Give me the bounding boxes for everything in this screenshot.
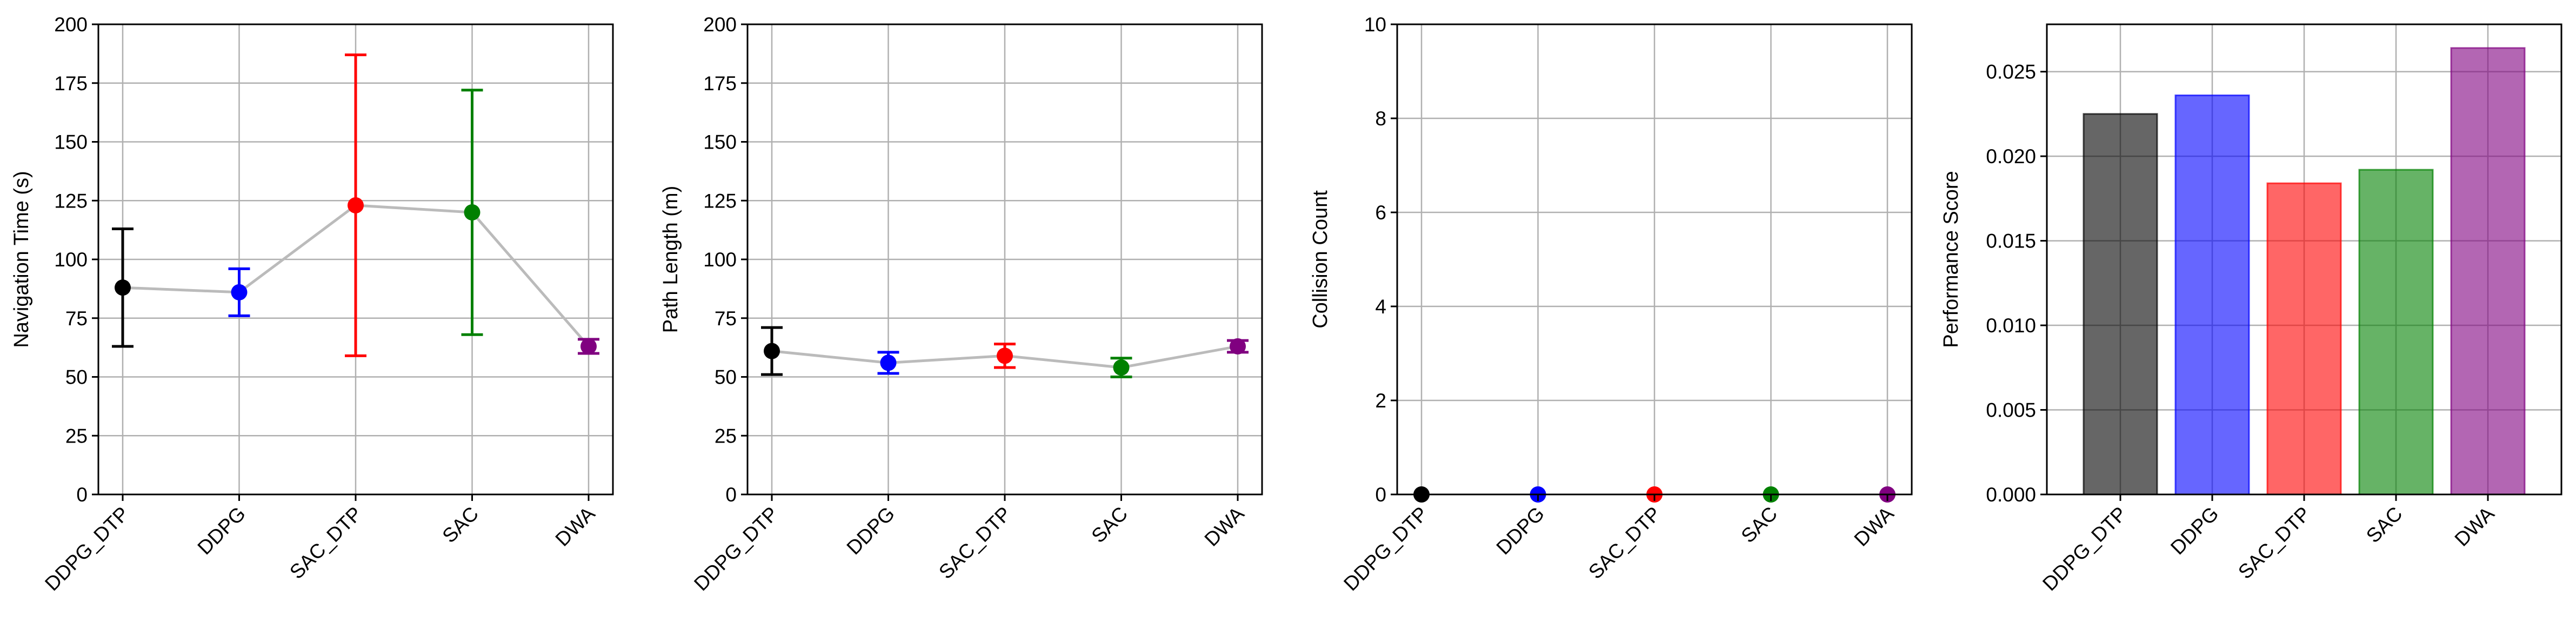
navigation-time-chart: 0 25 50 75 100 125 150 175 200 DDPG_DTP DDPG SAC_DT… — [10, 14, 614, 595]
x-tick-label: DDPG_DTP — [1339, 503, 1432, 595]
y-tick-label: 25 — [715, 425, 737, 447]
y-tick-label: 4 — [1375, 296, 1386, 318]
point-sac-dtp — [997, 347, 1013, 364]
y-tick-label: 0.025 — [1986, 61, 2036, 83]
point-sac — [464, 204, 481, 220]
x-tick-label: SAC — [1087, 503, 1132, 547]
bar-sac-dtp — [2266, 182, 2342, 496]
performance-score-chart: 0.000 0.005 0.010 0.015 0.020 0.025 DDPG_DTP DD… — [1940, 23, 2562, 595]
x-tick-label: SAC_DTP — [935, 503, 1016, 584]
x-tick-label: DDPG_DTP — [41, 503, 133, 595]
x-tick-label: SAC — [2362, 503, 2407, 547]
bar-ddpg-dtp — [2083, 113, 2158, 496]
y-tick-label: 75 — [715, 307, 737, 330]
y-tick-label: 2 — [1375, 390, 1386, 412]
y-tick-label: 0 — [725, 484, 737, 506]
y-tick-label: 200 — [54, 14, 88, 36]
y-tick-label: 100 — [703, 249, 737, 271]
y-tick-label: 10 — [1364, 14, 1386, 36]
y-tick-label: 0.010 — [1986, 314, 2036, 337]
x-tick-label: DDPG_DTP — [690, 503, 782, 595]
bar-sac — [2358, 169, 2434, 496]
x-tick-label: DDPG — [1492, 503, 1549, 559]
y-tick-label: 8 — [1375, 108, 1386, 130]
x-tick-label: SAC_DTP — [2234, 503, 2315, 584]
x-tick-label: DDPG — [2166, 503, 2223, 559]
y-tick-label: 50 — [65, 366, 88, 389]
y-tick-label: 0.020 — [1986, 145, 2036, 168]
y-tick-label: 25 — [65, 425, 88, 447]
y-axis-label: Path Length (m) — [659, 186, 682, 333]
y-tick-label: 125 — [703, 190, 737, 212]
x-tick-label: SAC_DTP — [1584, 503, 1665, 584]
y-tick-label: 6 — [1375, 202, 1386, 224]
path-length-chart: 0 25 50 75 100 125 150 175 200 DDPG_DTP DDPG SAC_DT… — [659, 14, 1263, 595]
y-tick-label: 125 — [54, 190, 88, 212]
y-tick-label: 100 — [54, 249, 88, 271]
y-axis-label: Collision Count — [1309, 190, 1332, 329]
point-ddpg-dtp — [764, 343, 780, 359]
y-tick-label: 175 — [703, 72, 737, 95]
x-tick-label: DWA — [551, 502, 599, 550]
x-tick-label: SAC — [438, 503, 483, 547]
x-tick-label: DDPG — [193, 503, 250, 559]
y-tick-label: 50 — [715, 366, 737, 389]
point-sac — [1113, 359, 1130, 376]
y-tick-label: 0.015 — [1986, 230, 2036, 252]
x-tick-label: DWA — [2451, 502, 2499, 550]
x-tick-label: DDPG — [843, 503, 899, 559]
y-tick-label: 75 — [65, 307, 88, 330]
y-tick-label: 0.005 — [1986, 399, 2036, 421]
bar-ddpg — [2174, 94, 2250, 496]
x-tick-label: DWA — [1850, 502, 1898, 550]
y-tick-label: 0.000 — [1986, 484, 2036, 506]
y-tick-label: 150 — [703, 131, 737, 153]
y-tick-label: 0 — [1375, 484, 1386, 506]
y-axis-label: Navigation Time (s) — [10, 171, 33, 347]
point-sac-dtp — [348, 197, 364, 213]
y-tick-label: 150 — [54, 131, 88, 153]
y-tick-label: 200 — [703, 14, 737, 36]
y-axis-label: Performance Score — [1940, 171, 1963, 347]
point-dwa — [1230, 338, 1246, 354]
y-tick-label: 0 — [76, 484, 88, 506]
point-dwa — [580, 338, 597, 354]
bar-dwa — [2450, 47, 2526, 496]
collision-count-chart: 0 2 4 6 8 10 DDPG_DTP DDPG SAC_DTP SAC DWA Collisio… — [1309, 14, 1913, 595]
x-tick-label: SAC — [1737, 503, 1781, 547]
point-ddpg — [880, 354, 897, 371]
point-ddpg — [231, 284, 248, 300]
point-ddpg-dtp — [115, 279, 131, 296]
y-tick-label: 175 — [54, 72, 88, 95]
x-tick-label: DWA — [1200, 502, 1249, 550]
x-tick-label: SAC_DTP — [285, 503, 366, 584]
x-tick-label: DDPG_DTP — [2038, 503, 2131, 595]
